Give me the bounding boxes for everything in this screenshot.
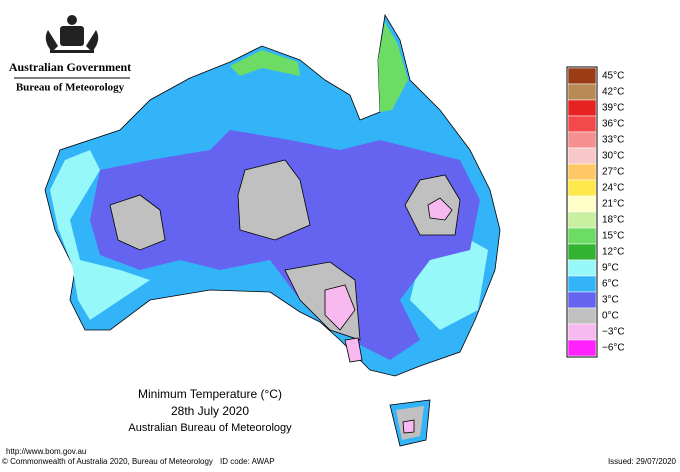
legend-swatch (567, 67, 597, 85)
australia-map (44, 13, 501, 447)
legend: 45°C 42°C 39°C 36°C 33°C 30°C 27°C 24°C 21°C 18°C… (566, 66, 625, 358)
legend-label: 3°C (602, 295, 619, 306)
map-source: Australian Bureau of Meteorology (128, 422, 292, 434)
legend-swatch (567, 291, 597, 309)
legend-swatch (567, 275, 597, 293)
legend-swatch (567, 147, 597, 165)
legend-swatch (567, 83, 597, 101)
legend-swatch (567, 163, 597, 181)
legend-label: 21°C (602, 199, 624, 210)
legend-label: 42°C (602, 87, 624, 98)
legend-swatch (567, 99, 597, 117)
footer-copyright: © Commonwealth of Australia 2020, Bureau… (2, 457, 213, 466)
legend-swatch (567, 115, 597, 133)
footer-url[interactable]: http://www.bom.gov.au (6, 447, 86, 456)
legend-swatch (567, 339, 597, 357)
legend-swatch (567, 227, 597, 245)
legend-label: 30°C (602, 151, 624, 162)
map-title: Minimum Temperature (°C) (138, 387, 282, 401)
legend-swatch (567, 323, 597, 341)
legend-swatch (567, 211, 597, 229)
legend-label: 45°C (602, 71, 624, 82)
legend-label: 27°C (602, 167, 624, 178)
coat-of-arms (45, 15, 99, 53)
legend-label: 39°C (602, 103, 624, 114)
legend-swatch (567, 131, 597, 149)
legend-swatch (567, 195, 597, 213)
footer-issued: Issued: 29/07/2020 (608, 457, 677, 466)
footer-id-code: ID code: AWAP (220, 457, 275, 466)
legend-label: 12°C (602, 247, 624, 258)
legend-swatch (567, 259, 597, 277)
legend-swatch (567, 243, 597, 261)
legend-label: 9°C (602, 263, 619, 274)
legend-label: 0°C (602, 311, 619, 322)
legend-label: 36°C (602, 119, 624, 130)
legend-label: 6°C (602, 279, 619, 290)
gov-name: Australian Government (9, 60, 131, 74)
legend-swatch (567, 179, 597, 197)
legend-label: 15°C (602, 231, 624, 242)
legend-label: −3°C (602, 327, 625, 338)
legend-label: 18°C (602, 215, 624, 226)
legend-label: 33°C (602, 135, 624, 146)
map-date: 28th July 2020 (171, 404, 249, 418)
legend-frame (566, 66, 598, 358)
legend-label: −6°C (602, 343, 625, 354)
legend-swatch (567, 307, 597, 325)
legend-label: 24°C (602, 183, 624, 194)
agency-name: Bureau of Meteorology (16, 82, 125, 94)
